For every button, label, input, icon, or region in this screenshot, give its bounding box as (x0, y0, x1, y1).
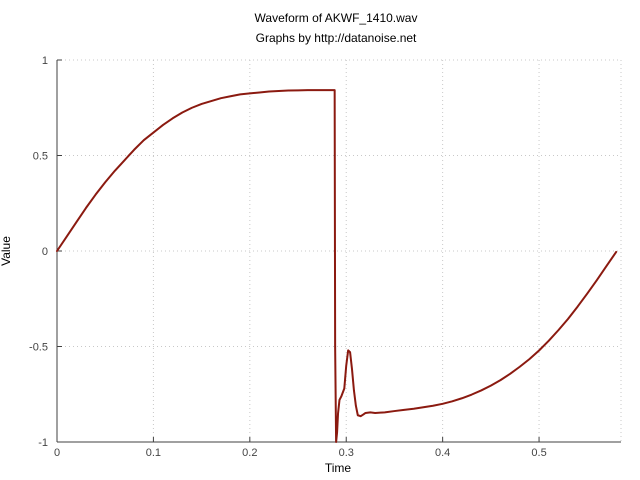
x-tick-label: 0.3 (339, 447, 354, 459)
x-tick-label: 0.2 (242, 447, 257, 459)
x-tick-label: 0.5 (531, 447, 546, 459)
waveform-line (56, 89, 618, 443)
x-axis-label: Time (325, 461, 352, 475)
y-tick-label: 0.5 (33, 151, 48, 163)
series-group (56, 89, 618, 443)
grid-lines (57, 59, 622, 442)
x-tick-label: 0.4 (435, 447, 450, 459)
x-tick-label: 0 (54, 447, 60, 459)
y-tick-label: 1 (42, 55, 48, 67)
y-axis-label: Value (0, 236, 13, 266)
chart-title: Waveform of AKWF_1410.wav (255, 11, 418, 25)
x-tick-label: 0.1 (146, 447, 161, 459)
y-tick-label: 0 (42, 246, 48, 258)
y-tick-label: -0.5 (29, 342, 48, 354)
chart-subtitle: Graphs by http://datanoise.net (256, 31, 417, 45)
y-tick-label: -1 (38, 437, 48, 449)
axis-ticks: 0 0.1 0.2 0.3 0.4 0.5 -1 -0.5 0 0.5 1 (29, 55, 547, 459)
